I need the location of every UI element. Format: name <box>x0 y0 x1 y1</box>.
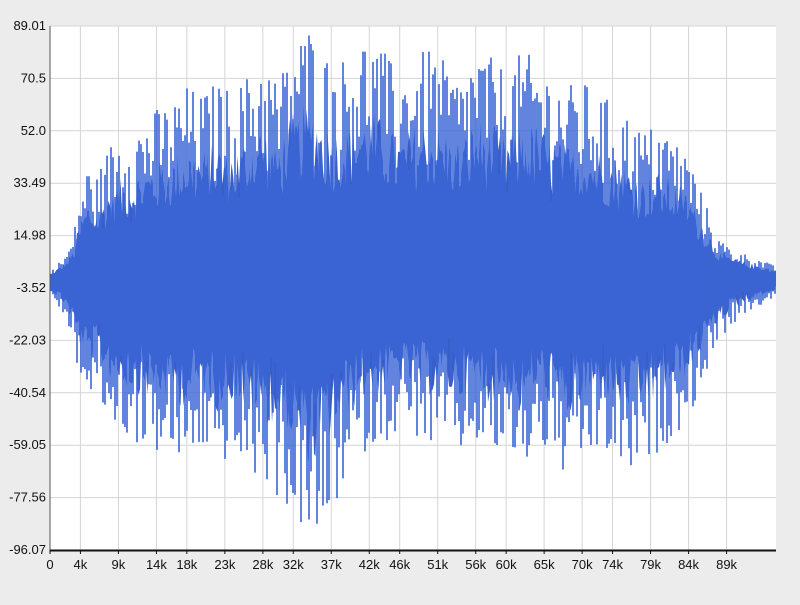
x-tick-label: 89k <box>716 557 737 572</box>
x-tick-label: 9k <box>112 557 126 572</box>
x-tick-label: 84k <box>678 557 699 572</box>
axes <box>49 26 776 552</box>
y-tick-label: -77.56 <box>9 490 46 505</box>
x-tick-label: 32k <box>283 557 304 572</box>
x-tick-label: 56k <box>465 557 486 572</box>
x-tick-labels: 0 4k 9k 14k 18k 23k 28k 32k 37k 42k 46k 51k 56k 60k 65… <box>46 550 738 572</box>
y-tick-label: 33.49 <box>13 175 46 190</box>
x-tick-label: 60k <box>496 557 517 572</box>
x-tick-label: 70k <box>572 557 593 572</box>
x-tick-label: 79k <box>640 557 661 572</box>
x-tick-label: 23k <box>214 557 235 572</box>
y-tick-label: 89.01 <box>13 18 46 33</box>
x-tick-label: 14k <box>146 557 167 572</box>
x-tick-label: 42k <box>359 557 380 572</box>
x-tick-label: 46k <box>389 557 410 572</box>
x-tick-label: 4k <box>74 557 88 572</box>
y-tick-label: -96.07 <box>9 542 46 557</box>
y-tick-label: 52.0 <box>21 123 46 138</box>
x-tick-label: 28k <box>252 557 273 572</box>
y-tick-label: 70.5 <box>21 70 46 85</box>
x-tick-label: 0 <box>46 557 53 572</box>
y-tick-label: -22.03 <box>9 332 46 347</box>
x-tick-label: 74k <box>602 557 623 572</box>
waveform-series <box>50 35 776 524</box>
y-tick-label: -40.54 <box>9 385 46 400</box>
x-tick-label: 65k <box>534 557 555 572</box>
x-tick-label: 37k <box>321 557 342 572</box>
y-tick-labels: 89.01 70.5 52.0 33.49 14.98 -3.52 -22.03 -40.54… <box>9 18 46 557</box>
y-tick-label: -3.52 <box>16 280 46 295</box>
x-tick-label: 18k <box>176 557 197 572</box>
y-tick-label: -59.05 <box>9 437 46 452</box>
y-tick-label: 14.98 <box>13 228 46 243</box>
x-tick-label: 51k <box>427 557 448 572</box>
